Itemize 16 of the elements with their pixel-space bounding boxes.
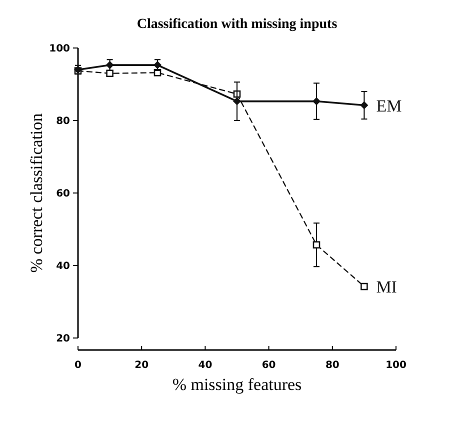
- series-label: EM: [376, 96, 402, 116]
- x-tick-label: 0: [74, 360, 82, 371]
- y-axis-title: % correct classification: [27, 112, 46, 273]
- y-tick-label: 80: [56, 116, 70, 127]
- x-tick-label: 60: [262, 360, 276, 371]
- y-tick-label: 20: [56, 334, 70, 344]
- x-axis-title: % missing features: [172, 375, 302, 394]
- y-tick-label: 100: [49, 44, 70, 54]
- series-label: MI: [376, 278, 398, 297]
- x-tick-label: 100: [386, 360, 406, 371]
- y-tick-label: 60: [56, 188, 70, 200]
- x-tick-label: 40: [198, 360, 212, 371]
- x-tick-label: 80: [325, 360, 340, 371]
- chart-title: Classification with missing inputs: [136, 17, 338, 32]
- y-tick-label: 40: [56, 261, 70, 272]
- x-tick-label: 20: [134, 360, 149, 371]
